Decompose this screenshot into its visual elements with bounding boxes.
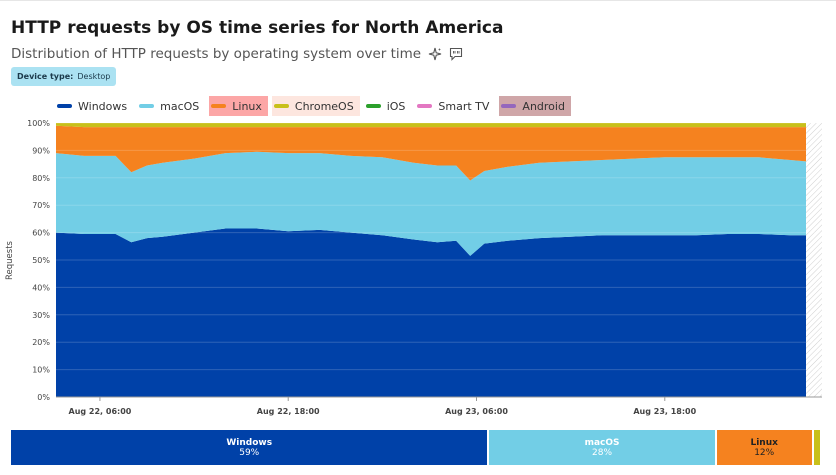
x-tick-label: Aug 22, 06:00 (69, 407, 132, 416)
distribution-segment-macos[interactable]: macOS 28% (489, 430, 715, 465)
distribution-segment-windows[interactable]: Windows 59% (11, 430, 488, 465)
segment-name: Linux (750, 437, 778, 448)
segment-name: Windows (226, 437, 273, 448)
sparkle-icon[interactable] (428, 47, 442, 61)
legend-swatch (501, 104, 517, 108)
area-linux (56, 125, 806, 181)
segment-percent: 59% (239, 447, 260, 458)
legend-item-android[interactable]: Android (499, 96, 571, 116)
x-tick-label: Aug 22, 18:00 (257, 407, 320, 416)
segment-percent: 28% (592, 447, 613, 458)
legend-swatch (57, 104, 72, 108)
stacked-area-chart: 0% 10% 20% 30% 40% 50% 60% 70% 80% 90% 100% Aug 22,… (27, 119, 822, 416)
legend-item-windows[interactable]: Windows (55, 96, 133, 116)
y-tick-label: 100% (27, 119, 50, 128)
y-tick-label: 10% (32, 366, 50, 375)
distribution-segment-chromeos[interactable] (813, 430, 820, 465)
legend-item-chromeos[interactable]: ChromeOS (271, 96, 360, 116)
y-tick-label: 60% (32, 229, 50, 238)
y-tick-label: 90% (32, 146, 50, 155)
y-tick-label: 40% (32, 283, 50, 292)
segment-percent: 12% (754, 447, 775, 458)
area-windows (56, 228, 806, 397)
y-tick-label: 20% (32, 338, 50, 347)
legend-swatch (273, 104, 289, 108)
distribution-segment-linux[interactable]: Linux 12% (716, 430, 812, 465)
page-subtitle: Distribution of HTTP requests by operati… (11, 46, 463, 62)
legend-swatch (365, 104, 381, 108)
incomplete-data-hatch (806, 123, 822, 397)
y-tick-label: 80% (32, 174, 50, 183)
y-tick-label: 30% (32, 311, 50, 320)
legend-label: ChromeOS (294, 99, 354, 113)
filter-label: Device type: (17, 72, 74, 81)
subtitle-text: Distribution of HTTP requests by operati… (11, 46, 422, 62)
comment-icon[interactable] (449, 47, 463, 61)
x-tick-label: Aug 23, 06:00 (445, 407, 508, 416)
legend-label: Windows (78, 99, 128, 113)
legend-label: Linux (232, 99, 262, 113)
legend-label: iOS (386, 99, 406, 113)
legend-item-macos[interactable]: macOS (137, 96, 205, 116)
x-tick-label: Aug 23, 18:00 (633, 407, 696, 416)
filter-value: Desktop (77, 72, 111, 81)
legend-swatch (139, 104, 155, 108)
y-tick-label: 70% (32, 201, 50, 210)
top-divider (0, 0, 836, 1)
legend-label: Smart TV (438, 99, 490, 113)
legend-swatch (417, 104, 433, 108)
chart-legend: Windows macOS Linux ChromeOS iOS Smart TV Andr… (55, 96, 575, 116)
y-tick-label: 50% (32, 256, 50, 265)
legend-item-smart-tv[interactable]: Smart TV (415, 96, 495, 116)
page-title: HTTP requests by OS time series for Nort… (11, 18, 504, 38)
area-macos (56, 151, 806, 256)
legend-swatch (211, 104, 227, 108)
legend-label: macOS (160, 99, 200, 113)
area-chromeos (56, 123, 806, 128)
y-tick-label: 0% (37, 393, 50, 402)
device-type-filter-badge[interactable]: Device type: Desktop (11, 67, 117, 86)
segment-name: macOS (584, 437, 620, 448)
legend-item-linux[interactable]: Linux (209, 96, 268, 116)
legend-label: Android (522, 99, 565, 113)
legend-item-ios[interactable]: iOS (364, 96, 412, 116)
